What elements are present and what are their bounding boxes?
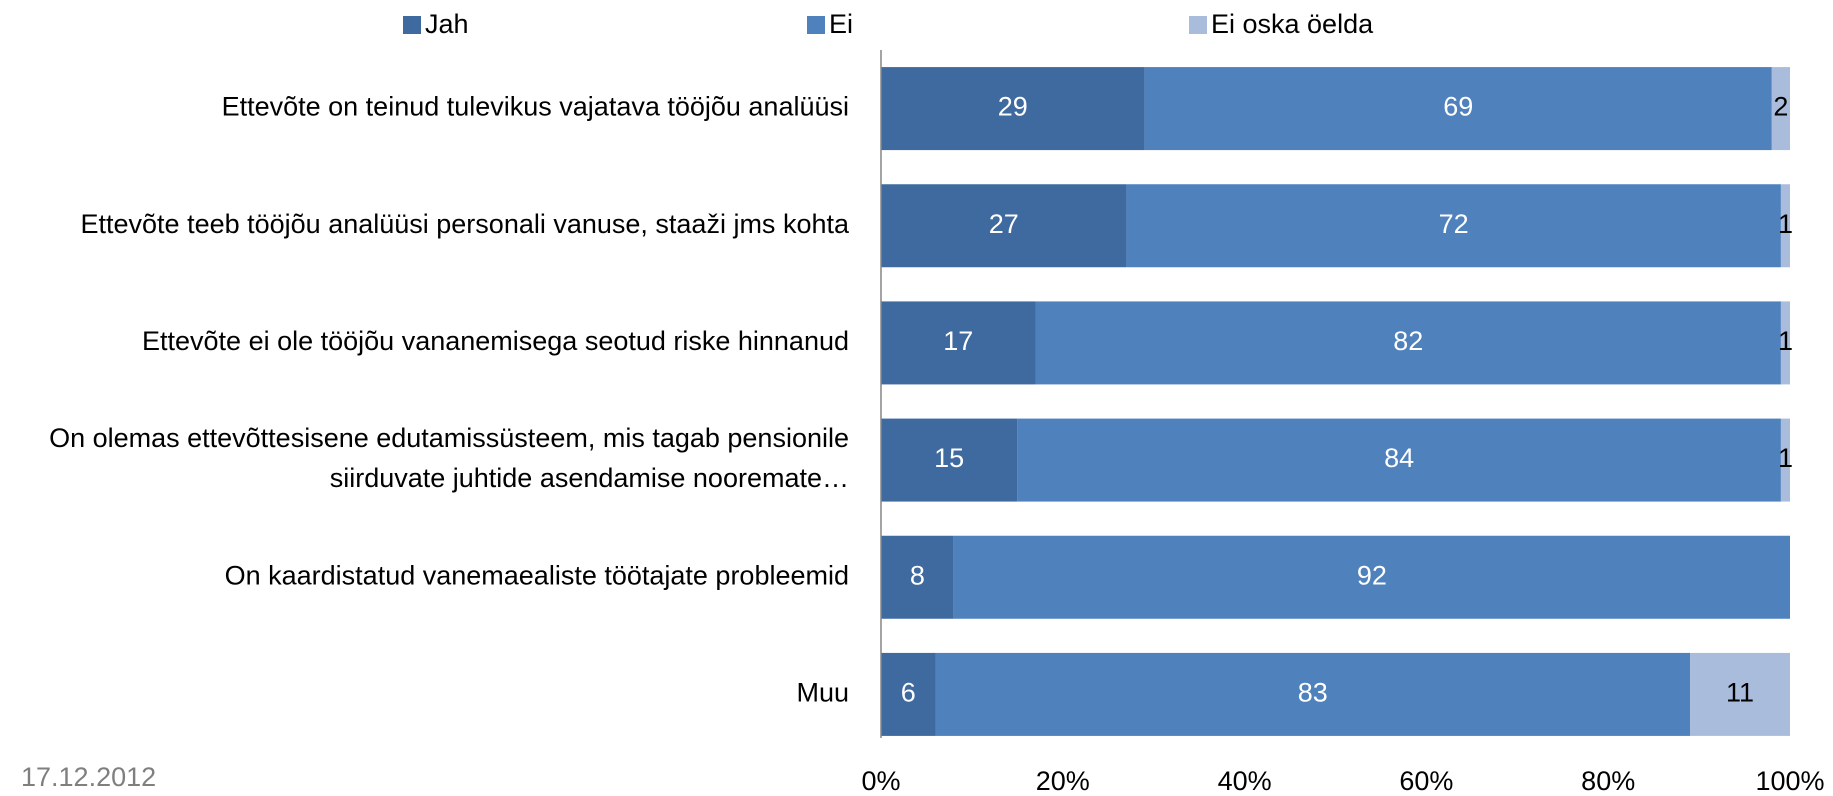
- x-tick-label: 100%: [1755, 766, 1824, 796]
- legend-swatch: [403, 16, 421, 34]
- data-label: 1: [1778, 443, 1793, 473]
- bar-segment: [1780, 184, 1790, 268]
- bar-segment: [881, 301, 1036, 385]
- category-label: On olemas ettevõttesisene edutamissüstee…: [49, 423, 849, 493]
- x-tick-label: 20%: [1036, 766, 1090, 796]
- category-label: On kaardistatud vanemaealiste töötajate …: [225, 560, 849, 590]
- data-label: 17: [943, 326, 973, 356]
- bar-segment: [1780, 418, 1790, 502]
- bar-segment: [1690, 652, 1790, 736]
- data-label: 1: [1778, 209, 1793, 239]
- data-label: 83: [1298, 678, 1328, 708]
- data-label: 84: [1384, 443, 1414, 473]
- x-tick-label: 60%: [1399, 766, 1453, 796]
- legend-swatch: [1189, 16, 1207, 34]
- x-tick-label: 40%: [1218, 766, 1272, 796]
- footer-date: 17.12.2012: [21, 762, 156, 792]
- bar-segment: [1126, 184, 1781, 268]
- legend-label: Ei oska öelda: [1211, 9, 1374, 39]
- data-label: 29: [998, 92, 1028, 122]
- data-label: 1: [1778, 326, 1793, 356]
- bar-segment: [881, 535, 954, 619]
- data-label: 27: [989, 209, 1019, 239]
- bar-segment: [1771, 67, 1790, 151]
- data-label: 6: [901, 678, 916, 708]
- bar-segment: [953, 535, 1790, 619]
- category-label: Muu: [796, 678, 849, 708]
- bar-segment: [1144, 67, 1772, 151]
- legend-swatch: [807, 16, 825, 34]
- bar-segment: [881, 184, 1127, 268]
- category-label: Ettevõte teeb tööjõu analüüsi personali …: [81, 209, 850, 239]
- x-tick-label: 80%: [1581, 766, 1635, 796]
- bar-segment: [881, 652, 936, 736]
- bar-segment: [881, 418, 1018, 502]
- bar-segment: [1780, 301, 1790, 385]
- data-label: 15: [934, 443, 964, 473]
- bar-segment: [1035, 301, 1781, 385]
- category-label: Ettevõte on teinud tulevikus vajatava tö…: [222, 92, 849, 122]
- data-label: 69: [1443, 92, 1473, 122]
- category-label: Ettevõte ei ole tööjõu vananemisega seot…: [142, 326, 849, 356]
- legend-label: Ei: [829, 9, 853, 39]
- data-label: 82: [1393, 326, 1423, 356]
- bar-segment: [881, 67, 1145, 151]
- data-label: 72: [1439, 209, 1469, 239]
- legend-label: Jah: [425, 9, 469, 39]
- data-label: 8: [910, 560, 925, 590]
- data-label: 11: [1726, 678, 1754, 708]
- bar-segment: [935, 652, 1691, 736]
- x-tick-label: 0%: [861, 766, 900, 796]
- data-label: 2: [1773, 92, 1788, 122]
- data-label: 92: [1357, 560, 1387, 590]
- bar-segment: [1017, 418, 1781, 502]
